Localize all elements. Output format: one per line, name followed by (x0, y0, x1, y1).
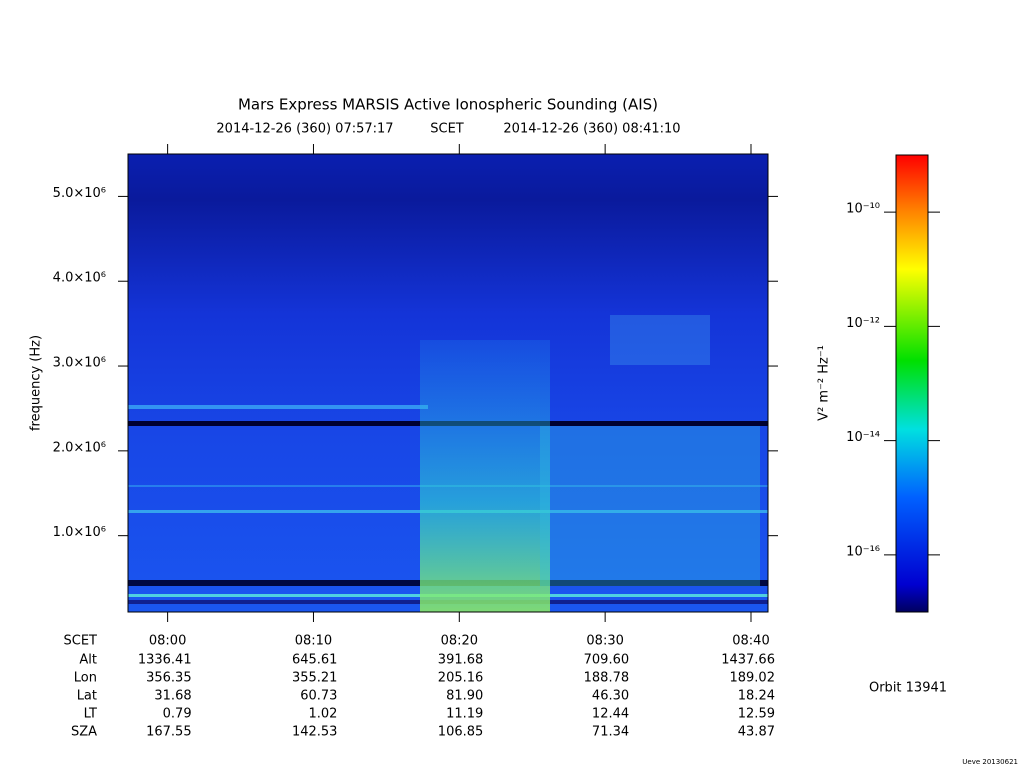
end-time: 2014-12-26 (360) 08:41:10 (503, 122, 680, 137)
x-tick-label: 08:10 (295, 634, 332, 649)
colorbar-tick-label: 10⁻¹⁴ (846, 430, 880, 445)
ephemeris-value: 1336.41 (138, 653, 192, 668)
colorbar-tick-label: 10⁻¹⁰ (846, 202, 880, 217)
time-system: SCET (430, 122, 464, 137)
ephemeris-value: 18.24 (738, 689, 775, 704)
ephemeris-row-label: SCET (64, 634, 98, 649)
ephemeris-value: 11.19 (446, 707, 483, 722)
ephemeris-value: 0.79 (163, 707, 192, 722)
x-tick-label: 08:40 (732, 634, 769, 649)
ephemeris-row-label: Alt (79, 653, 97, 668)
ephemeris-value: 356.35 (146, 671, 192, 686)
ephemeris-value: 355.21 (292, 671, 338, 686)
ephemeris-row-label: Lat (77, 689, 97, 704)
colorbar-tick-label: 10⁻¹⁶ (846, 544, 880, 559)
ephemeris-value: 60.73 (300, 689, 337, 704)
ephemeris-value: 645.61 (292, 653, 338, 668)
ephemeris-value: 167.55 (146, 725, 192, 740)
y-tick-label: 1.0×10⁶ (53, 525, 106, 540)
y-tick-label: 2.0×10⁶ (53, 440, 106, 455)
x-tick-label: 08:00 (149, 634, 186, 649)
ephemeris-value: 46.30 (592, 689, 629, 704)
ephemeris-value: 142.53 (292, 725, 338, 740)
ephemeris-value: 1437.66 (721, 653, 775, 668)
ephemeris-value: 1.02 (309, 707, 338, 722)
colorbar-tick-label: 10⁻¹² (846, 316, 880, 331)
ephemeris-row-label: Lon (74, 671, 97, 686)
ephemeris-value: 205.16 (438, 671, 484, 686)
ephemeris-value: 188.78 (584, 671, 630, 686)
ephemeris-value: 391.68 (438, 653, 484, 668)
ephemeris-value: 189.02 (729, 671, 775, 686)
ephemeris-value: 31.68 (154, 689, 191, 704)
ephemeris-row-label: SZA (71, 725, 97, 740)
colorbar (895, 154, 929, 613)
ephemeris-value: 81.90 (446, 689, 483, 704)
x-tick-label: 08:30 (586, 634, 623, 649)
x-tick-label: 08:20 (441, 634, 478, 649)
ephemeris-row-label: LT (84, 707, 97, 722)
ephemeris-value: 71.34 (592, 725, 629, 740)
spectrogram (127, 153, 769, 613)
colorbar-label: V² m⁻² Hz⁻¹ (817, 345, 832, 421)
y-axis-label: frequency (Hz) (29, 335, 44, 431)
ephemeris-value: 12.44 (592, 707, 629, 722)
y-tick-label: 3.0×10⁶ (53, 356, 106, 371)
start-time: 2014-12-26 (360) 07:57:17 (216, 122, 393, 137)
y-tick-label: 5.0×10⁶ (53, 186, 106, 201)
ephemeris-value: 43.87 (738, 725, 775, 740)
ephemeris-value: 709.60 (584, 653, 630, 668)
y-tick-label: 4.0×10⁶ (53, 271, 106, 286)
chart-title: Mars Express MARSIS Active Ionospheric S… (238, 96, 658, 114)
orbit: Orbit 13941 (869, 681, 947, 696)
footer: Ueve 20130621 (962, 758, 1018, 766)
ephemeris-value: 106.85 (438, 725, 484, 740)
ephemeris-value: 12.59 (738, 707, 775, 722)
